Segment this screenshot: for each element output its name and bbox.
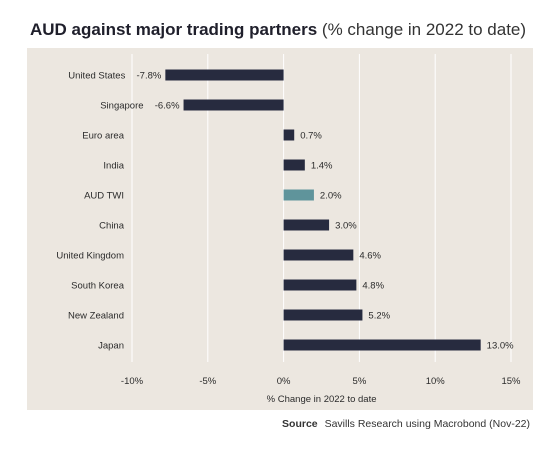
x-tick-label-4: 10% xyxy=(426,376,446,387)
category-label-0: United States xyxy=(68,71,125,82)
value-label-1: -6.6% xyxy=(155,101,180,112)
x-tick-label-1: -5% xyxy=(199,376,216,387)
source-text: Savills Research using Macrobond (Nov-22… xyxy=(324,418,530,430)
bar-1 xyxy=(183,99,284,111)
source-label: Source xyxy=(282,418,318,430)
bar-3 xyxy=(283,159,305,171)
x-tick-label-0: -10% xyxy=(121,376,144,387)
bar-7 xyxy=(283,279,357,291)
chart-title-main: AUD against major trading partners xyxy=(30,20,318,39)
category-label-7: South Korea xyxy=(71,281,125,292)
category-label-8: New Zealand xyxy=(68,311,124,322)
x-tick-label-3: 5% xyxy=(353,376,367,387)
x-axis-title: % Change in 2022 to date xyxy=(267,394,377,405)
chart-panel: United States -7.8% Singapore -6.6% Euro are… xyxy=(27,48,533,410)
value-label-3: 1.4% xyxy=(311,161,333,172)
category-label-5: China xyxy=(99,221,125,232)
chart-title-subtitle: (% change in 2022 to date) xyxy=(321,20,527,39)
category-label-6: United Kingdom xyxy=(56,251,124,262)
bar-8 xyxy=(283,309,363,321)
value-label-5: 3.0% xyxy=(335,221,357,232)
source-note: Source Savills Research using Macrobond … xyxy=(282,418,530,430)
bar-4 xyxy=(283,189,314,201)
value-label-7: 4.8% xyxy=(362,281,384,292)
value-label-8: 5.2% xyxy=(368,311,390,322)
category-label-1: Singapore xyxy=(100,101,143,112)
value-label-9: 13.0% xyxy=(487,341,514,352)
x-tick-label-2: 0% xyxy=(277,376,291,387)
bar-chart: United States -7.8% Singapore -6.6% Euro are… xyxy=(56,54,521,405)
bar-9 xyxy=(283,339,481,351)
value-label-2: 0.7% xyxy=(300,131,322,142)
chart-title: AUD against major trading partners (% ch… xyxy=(30,20,526,40)
value-label-6: 4.6% xyxy=(359,251,381,262)
bar-5 xyxy=(283,219,330,231)
category-label-3: India xyxy=(103,161,124,172)
category-label-9: Japan xyxy=(98,341,124,352)
x-tick-label-5: 15% xyxy=(501,376,521,387)
category-label-4: AUD TWI xyxy=(84,191,124,202)
bar-6 xyxy=(283,249,354,261)
category-label-2: Euro area xyxy=(82,131,124,142)
value-label-0: -7.8% xyxy=(137,71,162,82)
bar-0 xyxy=(165,69,284,81)
value-label-4: 2.0% xyxy=(320,191,342,202)
bar-2 xyxy=(283,129,295,141)
